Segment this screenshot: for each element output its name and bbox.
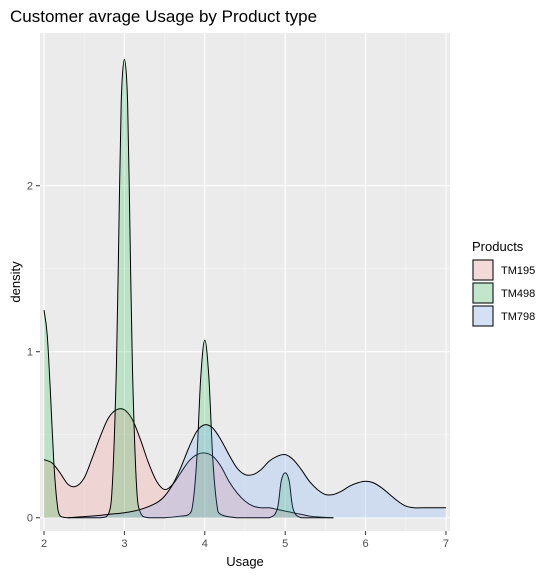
density-line-tm798 bbox=[68, 424, 446, 519]
chart-title: Customer avrage Usage by Product type bbox=[10, 7, 317, 26]
legend-label-tm498: TM498 bbox=[501, 288, 535, 300]
legend-title: Products bbox=[472, 239, 524, 254]
legend-key-background bbox=[472, 305, 494, 327]
density-line-tm195 bbox=[43, 408, 334, 519]
density-area-tm195 bbox=[44, 408, 334, 518]
x-axis-title: Usage bbox=[226, 554, 264, 569]
legend-key-tm195 bbox=[472, 259, 494, 281]
x-tick-label: 3 bbox=[121, 538, 127, 550]
y-tick-label: 2 bbox=[27, 181, 33, 193]
legend-key-tm498 bbox=[472, 282, 494, 304]
legend: Products TM195 TM498 TM798 bbox=[472, 239, 535, 327]
x-axis: 2 3 4 5 6 7 bbox=[41, 531, 449, 550]
x-tick-label: 5 bbox=[282, 538, 288, 550]
x-tick-label: 2 bbox=[41, 538, 47, 550]
y-axis: 0 1 2 bbox=[27, 181, 40, 525]
density-area-tm498 bbox=[44, 59, 334, 518]
y-tick-label: 1 bbox=[27, 347, 33, 359]
legend-key-tm798 bbox=[472, 305, 494, 327]
x-tick-label: 6 bbox=[363, 538, 369, 550]
y-axis-title: density bbox=[8, 261, 23, 303]
x-tick-label: 4 bbox=[202, 538, 208, 550]
legend-label-tm798: TM798 bbox=[501, 311, 535, 323]
legend-key-background bbox=[472, 259, 494, 281]
legend-key-background bbox=[472, 282, 494, 304]
legend-label-tm195: TM195 bbox=[501, 265, 535, 277]
y-tick-label: 0 bbox=[27, 513, 33, 525]
x-tick-label: 7 bbox=[443, 538, 449, 550]
density-areas bbox=[43, 59, 446, 519]
density-line-tm498 bbox=[43, 59, 334, 519]
density-area-tm798 bbox=[68, 424, 446, 518]
